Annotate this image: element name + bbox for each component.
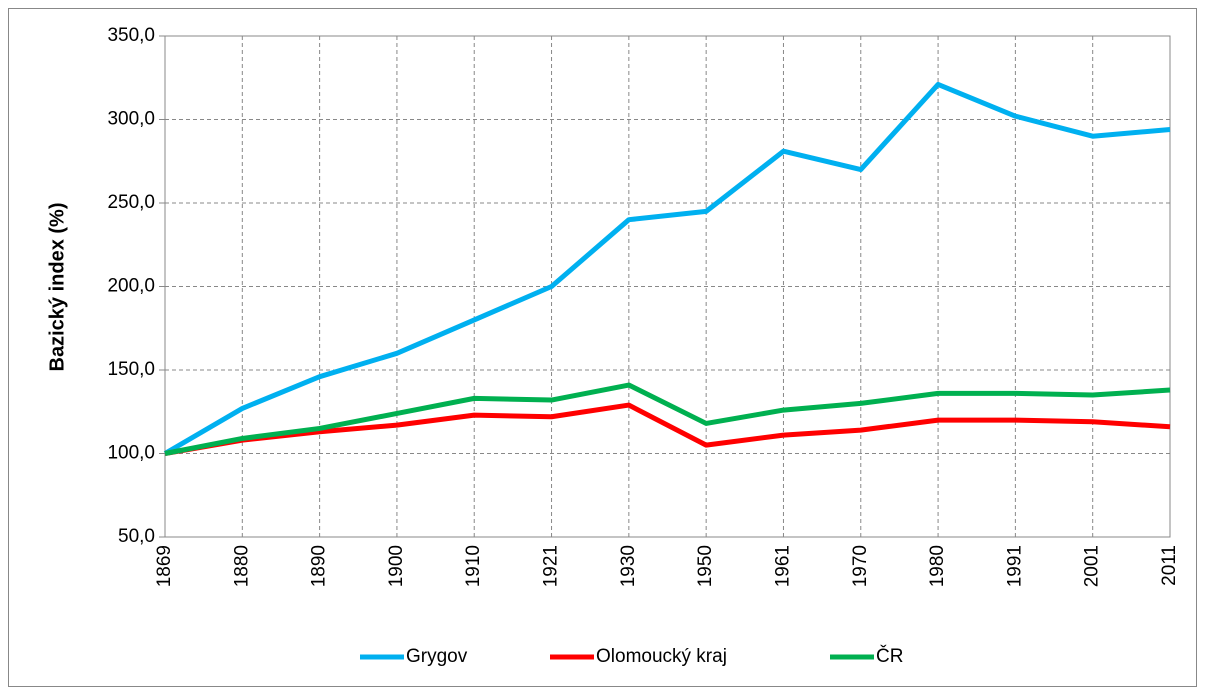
y-tick-label: 200,0 xyxy=(107,276,155,297)
y-tick-label: 250,0 xyxy=(107,192,155,213)
x-tick-label: 1930 xyxy=(618,545,639,587)
x-tick-label: 1970 xyxy=(850,545,871,587)
line-series xyxy=(164,402,1171,456)
y-tick-label: 150,0 xyxy=(107,359,155,380)
legend-label: ČR xyxy=(876,645,903,667)
x-tick-label: 1890 xyxy=(309,545,330,587)
legend-label: Olomoucký kraj xyxy=(596,646,727,667)
x-tick-label: 1910 xyxy=(463,545,484,587)
x-tick-label: 1961 xyxy=(772,545,793,587)
x-tick-label: 2001 xyxy=(1082,545,1103,587)
line-series xyxy=(163,81,1171,456)
plot-frame xyxy=(164,35,1171,538)
y-axis-label: Bazický index (%) xyxy=(46,203,68,372)
y-tick-label: 50,0 xyxy=(118,526,155,547)
x-tick-label: 1900 xyxy=(386,545,407,587)
legend-label: Grygov xyxy=(406,646,468,667)
x-tick-label: 2011 xyxy=(1159,545,1180,586)
x-tick-label: 1950 xyxy=(695,545,716,587)
x-tick-label: 1921 xyxy=(541,545,562,587)
y-tick-label: 100,0 xyxy=(107,443,155,464)
chart-border xyxy=(8,8,1197,687)
y-tick-label: 350,0 xyxy=(107,25,155,46)
y-tick-label: 300,0 xyxy=(107,109,155,130)
x-tick-label: 1869 xyxy=(154,545,175,587)
line-series xyxy=(164,382,1171,456)
x-tick-label: 1980 xyxy=(927,545,948,587)
x-tick-label: 1991 xyxy=(1004,545,1025,587)
x-tick-label: 1880 xyxy=(231,545,252,587)
